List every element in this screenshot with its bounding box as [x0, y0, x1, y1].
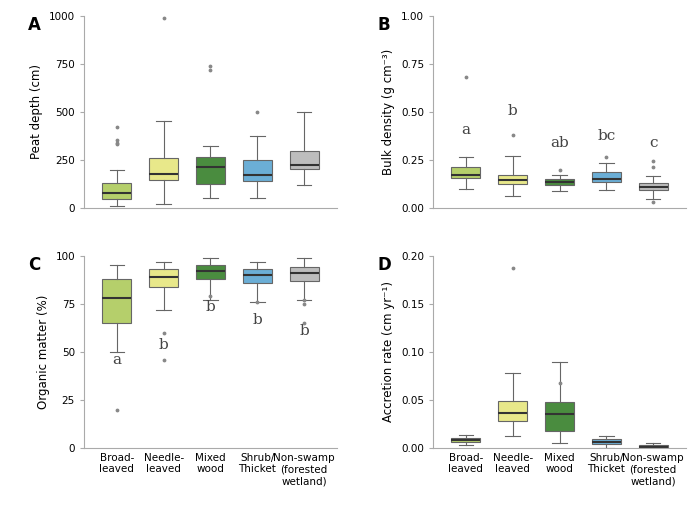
Text: b: b [206, 299, 216, 314]
Text: C: C [29, 256, 41, 274]
Text: a: a [461, 123, 470, 137]
Y-axis label: Organic matter (%): Organic matter (%) [37, 295, 50, 409]
Text: ab: ab [550, 136, 569, 150]
Text: bc: bc [597, 129, 615, 143]
PathPatch shape [243, 160, 272, 181]
Text: a: a [112, 353, 121, 367]
PathPatch shape [102, 183, 132, 199]
Text: b: b [253, 313, 262, 327]
Text: A: A [29, 16, 41, 34]
Y-axis label: Accretion rate (cm yr⁻¹): Accretion rate (cm yr⁻¹) [382, 281, 396, 423]
PathPatch shape [102, 279, 132, 323]
Y-axis label: Bulk density (g cm⁻³): Bulk density (g cm⁻³) [382, 48, 396, 175]
PathPatch shape [638, 445, 668, 448]
PathPatch shape [149, 158, 178, 180]
PathPatch shape [638, 183, 668, 190]
PathPatch shape [452, 438, 480, 442]
Text: b: b [159, 338, 169, 352]
PathPatch shape [196, 157, 225, 184]
Text: B: B [377, 16, 390, 34]
Y-axis label: Peat depth (cm): Peat depth (cm) [30, 64, 43, 159]
PathPatch shape [545, 402, 574, 431]
PathPatch shape [290, 151, 319, 170]
Text: b: b [508, 104, 517, 118]
PathPatch shape [498, 175, 527, 184]
PathPatch shape [592, 440, 621, 444]
Text: c: c [649, 136, 657, 150]
PathPatch shape [196, 266, 225, 279]
Text: D: D [377, 256, 391, 274]
PathPatch shape [592, 172, 621, 182]
PathPatch shape [243, 269, 272, 283]
Text: b: b [300, 325, 309, 338]
PathPatch shape [545, 180, 574, 185]
PathPatch shape [452, 167, 480, 178]
PathPatch shape [290, 267, 319, 281]
PathPatch shape [149, 269, 178, 287]
PathPatch shape [498, 401, 527, 421]
